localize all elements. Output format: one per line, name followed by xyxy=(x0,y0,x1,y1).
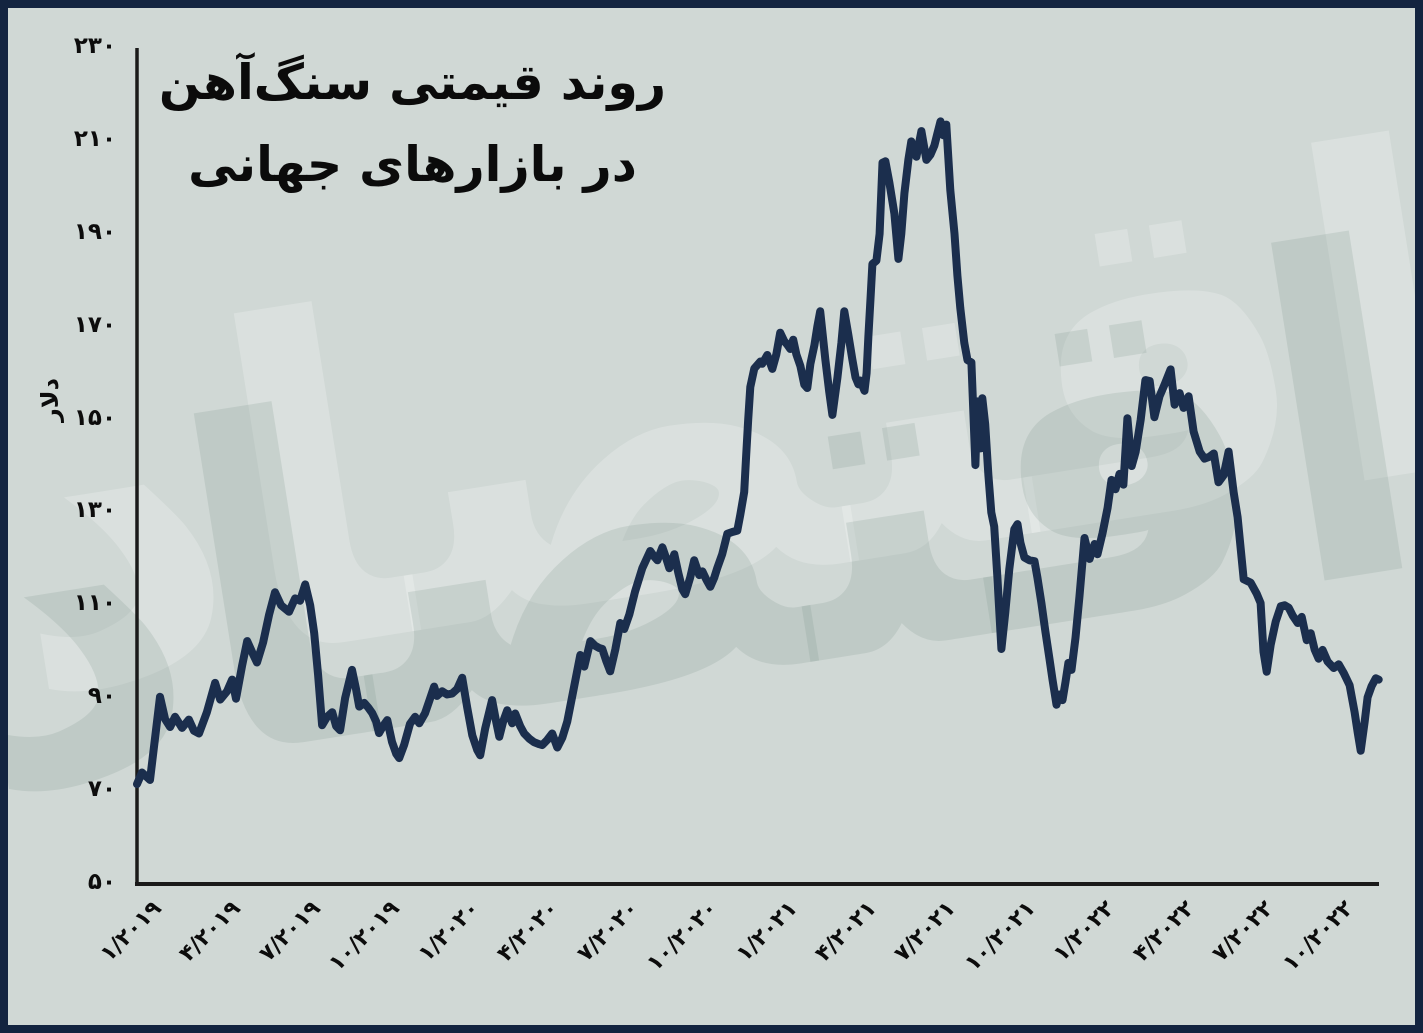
chart-title-line1: روند قیمتی سنگ‌آهن xyxy=(158,54,667,111)
y-tick-label: ۷۰ xyxy=(87,776,116,803)
y-tick-label: ۹۰ xyxy=(87,683,116,710)
y-tick-label: ۱۹۰ xyxy=(73,218,116,245)
y-tick-label: ۱۵۰ xyxy=(73,404,116,431)
y-tick-label: ۲۱۰ xyxy=(73,125,116,152)
y-tick-label: ۱۳۰ xyxy=(73,497,116,524)
y-tick-label: ۲۳۰ xyxy=(73,33,116,59)
y-tick-label: ۱۱۰ xyxy=(73,590,116,617)
line-chart-canvas xyxy=(133,48,1383,886)
price-line-series xyxy=(133,117,1383,789)
y-axis-title: دلار xyxy=(36,378,64,423)
page-title: روند قیمتی سنگ‌آهن در بازارهای جهانی xyxy=(150,42,675,207)
y-tick-label: ۵۰ xyxy=(87,869,116,895)
chart-title-line2: در بازارهای جهانی xyxy=(188,136,637,194)
y-tick-label: ۱۷۰ xyxy=(73,311,116,338)
